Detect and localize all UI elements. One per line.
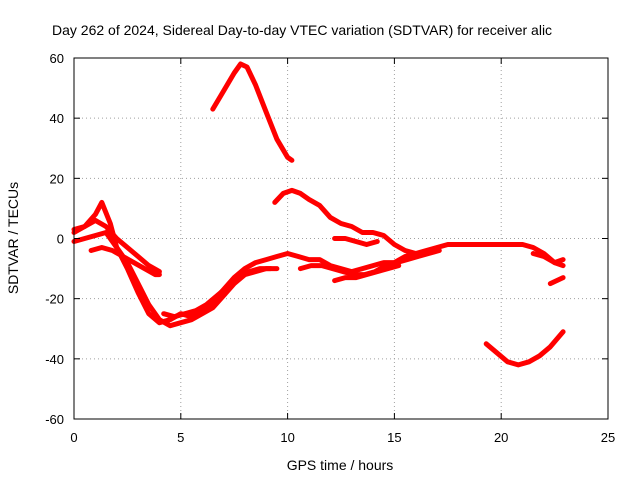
grid [74, 58, 608, 419]
y-tick-label: 0 [57, 232, 64, 247]
y-tick-label: 60 [50, 51, 64, 66]
series-track-7 [272, 187, 429, 256]
y-tick-label: 20 [50, 171, 64, 186]
y-axis-label: SDTVAR / TECUs [5, 182, 21, 294]
x-tick-label: 5 [177, 430, 184, 445]
series-track-3 [71, 217, 162, 275]
axes: 0 5 10 15 20 25 -60 -40 -20 0 20 40 60 [45, 51, 615, 445]
series-layer [71, 61, 566, 368]
chart-title: Day 262 of 2024, Sidereal Day-to-day VTE… [52, 22, 552, 38]
series-track-5 [161, 266, 273, 320]
x-tick-label: 20 [494, 430, 508, 445]
y-tick-label: -60 [45, 412, 64, 427]
series-track-8 [332, 236, 380, 247]
series-track-10 [332, 263, 402, 284]
series-track-13 [483, 329, 566, 368]
series-track-12 [547, 275, 566, 287]
y-tick-label: -20 [45, 292, 64, 307]
x-tick-label: 0 [70, 430, 77, 445]
y-tick-label: 40 [50, 111, 64, 126]
y-tick-label: -40 [45, 352, 64, 367]
x-tick-label: 15 [387, 430, 401, 445]
series-track-6 [210, 61, 295, 163]
x-tick-label: 10 [280, 430, 294, 445]
series-track-4 [88, 245, 162, 278]
series-track-1 [71, 199, 566, 326]
series-track-11 [530, 251, 566, 266]
x-axis-label: GPS time / hours [287, 457, 394, 473]
x-tick-label: 25 [601, 430, 615, 445]
